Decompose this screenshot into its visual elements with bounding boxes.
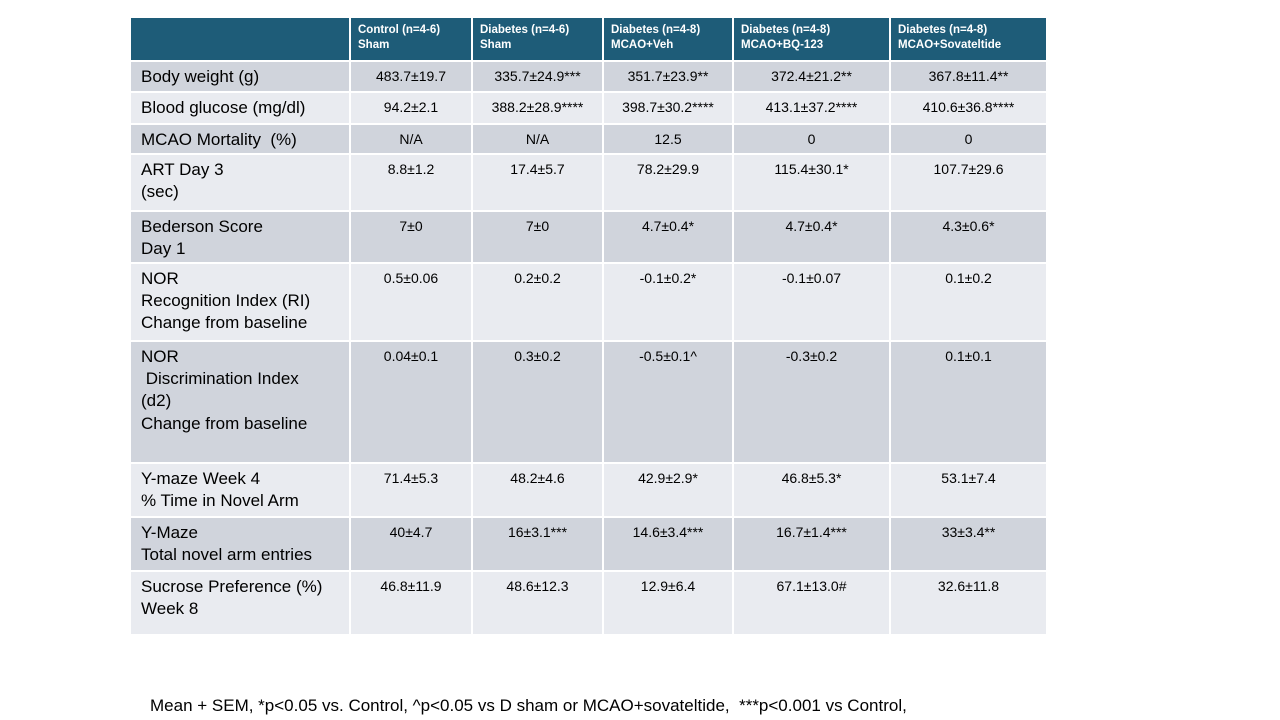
table-cell: 46.8±5.3*	[734, 464, 889, 517]
row-label: NOR Discrimination Index (d2) Change fro…	[131, 342, 349, 463]
table-cell: 0.1±0.2	[891, 264, 1046, 341]
table-row-mcao-mortality: MCAO Mortality (%) N/A N/A 12.5 0 0	[131, 125, 1046, 154]
footnote-line-1: Mean + SEM, *p<0.05 vs. Control, ^p<0.05…	[150, 696, 907, 715]
table-row-art-day3: ART Day 3 (sec) 8.8±1.2 17.4±5.7 78.2±29…	[131, 155, 1046, 211]
row-label: Body weight (g)	[131, 62, 349, 91]
header-cell-mcao-bq123: Diabetes (n=4-8) MCAO+BQ-123	[734, 18, 889, 60]
table-cell: 12.5	[604, 125, 732, 154]
table-header-row: Control (n=4-6) Sham Diabetes (n=4-6) Sh…	[131, 18, 1046, 60]
table-cell: 413.1±37.2****	[734, 93, 889, 123]
table-cell: 0.3±0.2	[473, 342, 602, 463]
row-label: MCAO Mortality (%)	[131, 125, 349, 154]
table-cell: 32.6±11.8	[891, 572, 1046, 635]
table-cell: 53.1±7.4	[891, 464, 1046, 517]
table-cell: -0.1±0.07	[734, 264, 889, 341]
table-cell: 7±0	[473, 212, 602, 263]
table-cell: 483.7±19.7	[351, 62, 471, 91]
table-cell: 16±3.1***	[473, 518, 602, 571]
table-cell: 4.7±0.4*	[604, 212, 732, 263]
header-cell-empty	[131, 18, 349, 60]
significance-footnote: Mean + SEM, *p<0.05 vs. Control, ^p<0.05…	[150, 641, 907, 720]
table-cell: 107.7±29.6	[891, 155, 1046, 211]
table-cell: 48.6±12.3	[473, 572, 602, 635]
table-row-ymaze-total-entries: Y-Maze Total novel arm entries 40±4.7 16…	[131, 518, 1046, 571]
table-cell: 48.2±4.6	[473, 464, 602, 517]
table-cell: 8.8±1.2	[351, 155, 471, 211]
row-label: Bederson Score Day 1	[131, 212, 349, 263]
table-cell: 0.1±0.1	[891, 342, 1046, 463]
table-cell: -0.1±0.2*	[604, 264, 732, 341]
table-cell: -0.5±0.1^	[604, 342, 732, 463]
table-cell: 67.1±13.0#	[734, 572, 889, 635]
table-cell: 372.4±21.2**	[734, 62, 889, 91]
row-label: Y-Maze Total novel arm entries	[131, 518, 349, 571]
table-cell: 46.8±11.9	[351, 572, 471, 635]
table-cell: 16.7±1.4***	[734, 518, 889, 571]
table-cell: 388.2±28.9****	[473, 93, 602, 123]
table-cell: -0.3±0.2	[734, 342, 889, 463]
row-label: Sucrose Preference (%) Week 8	[131, 572, 349, 635]
table-cell: 12.9±6.4	[604, 572, 732, 635]
table-cell: 42.9±2.9*	[604, 464, 732, 517]
table-cell: 7±0	[351, 212, 471, 263]
table-row-blood-glucose: Blood glucose (mg/dl) 94.2±2.1 388.2±28.…	[131, 93, 1046, 123]
table-cell: 0.5±0.06	[351, 264, 471, 341]
results-table: Control (n=4-6) Sham Diabetes (n=4-6) Sh…	[129, 16, 1048, 636]
row-label: Blood glucose (mg/dl)	[131, 93, 349, 123]
table-cell: 4.3±0.6*	[891, 212, 1046, 263]
table-cell: 0.2±0.2	[473, 264, 602, 341]
table-row-ymaze-week4: Y-maze Week 4 % Time in Novel Arm 71.4±5…	[131, 464, 1046, 517]
table-cell: 33±3.4**	[891, 518, 1046, 571]
table-cell: 398.7±30.2****	[604, 93, 732, 123]
table-cell: 410.6±36.8****	[891, 93, 1046, 123]
table-cell: 351.7±23.9**	[604, 62, 732, 91]
table-cell: 40±4.7	[351, 518, 471, 571]
table-cell: 78.2±29.9	[604, 155, 732, 211]
table-cell: 367.8±11.4**	[891, 62, 1046, 91]
header-cell-diabetes-sham: Diabetes (n=4-6) Sham	[473, 18, 602, 60]
table-cell: 0.04±0.1	[351, 342, 471, 463]
table-cell: 14.6±3.4***	[604, 518, 732, 571]
header-cell-mcao-sovateltide: Diabetes (n=4-8) MCAO+Sovateltide	[891, 18, 1046, 60]
table-cell: 17.4±5.7	[473, 155, 602, 211]
table-cell: 4.7±0.4*	[734, 212, 889, 263]
table-cell: 0	[891, 125, 1046, 154]
table-row-body-weight: Body weight (g) 483.7±19.7 335.7±24.9***…	[131, 62, 1046, 91]
table-row-sucrose-preference: Sucrose Preference (%) Week 8 46.8±11.9 …	[131, 572, 1046, 635]
table-row-bederson-score: Bederson Score Day 1 7±0 7±0 4.7±0.4* 4.…	[131, 212, 1046, 263]
table-cell: N/A	[473, 125, 602, 154]
row-label: NOR Recognition Index (RI) Change from b…	[131, 264, 349, 341]
table-cell: 71.4±5.3	[351, 464, 471, 517]
table-row-nor-discrimination-index: NOR Discrimination Index (d2) Change fro…	[131, 342, 1046, 463]
table-row-nor-recognition-index: NOR Recognition Index (RI) Change from b…	[131, 264, 1046, 341]
table-cell: N/A	[351, 125, 471, 154]
header-cell-control-sham: Control (n=4-6) Sham	[351, 18, 471, 60]
table-cell: 115.4±30.1*	[734, 155, 889, 211]
table-cell: 335.7±24.9***	[473, 62, 602, 91]
header-cell-mcao-veh: Diabetes (n=4-8) MCAO+Veh	[604, 18, 732, 60]
table-cell: 94.2±2.1	[351, 93, 471, 123]
row-label: Y-maze Week 4 % Time in Novel Arm	[131, 464, 349, 517]
table-cell: 0	[734, 125, 889, 154]
row-label: ART Day 3 (sec)	[131, 155, 349, 211]
